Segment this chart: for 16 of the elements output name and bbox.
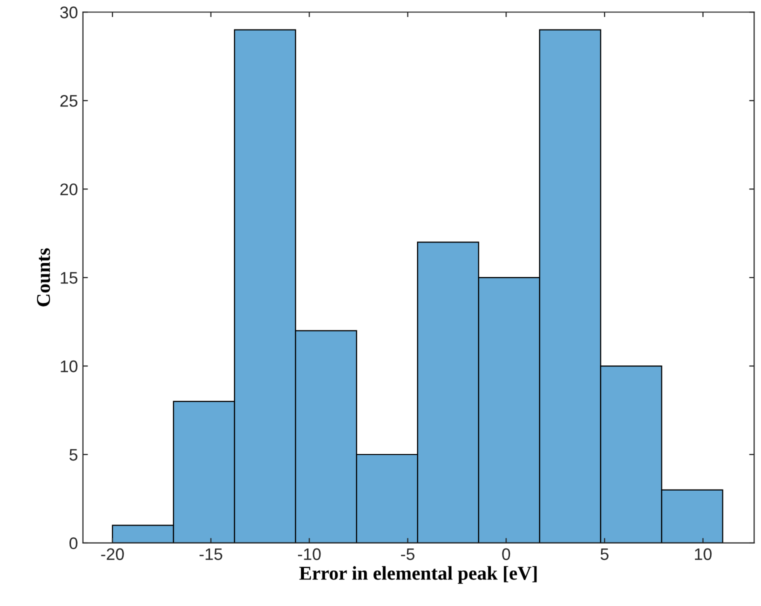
x-tick-label: -15 xyxy=(200,548,222,560)
y-tick-label: 25 xyxy=(60,94,78,107)
x-tick-label: 10 xyxy=(694,548,712,560)
y-tick-label: 10 xyxy=(60,360,78,372)
x-tick-label: -10 xyxy=(298,548,321,560)
x-axis-title: Error in elemental peak [eV] xyxy=(299,566,537,584)
y-tick-label: 30 xyxy=(60,6,78,18)
y-tick-label: 20 xyxy=(60,183,78,196)
y-tick-label: 15 xyxy=(60,272,78,284)
x-tick-label: -20 xyxy=(101,548,124,560)
x-tick-label: 5 xyxy=(600,548,608,560)
x-tick-label: 0 xyxy=(502,548,510,560)
y-tick-label: 0 xyxy=(69,537,78,550)
x-tick-label: -5 xyxy=(401,548,414,560)
y-axis-title: Counts xyxy=(36,248,50,306)
y-tick-label: 5 xyxy=(69,449,78,461)
